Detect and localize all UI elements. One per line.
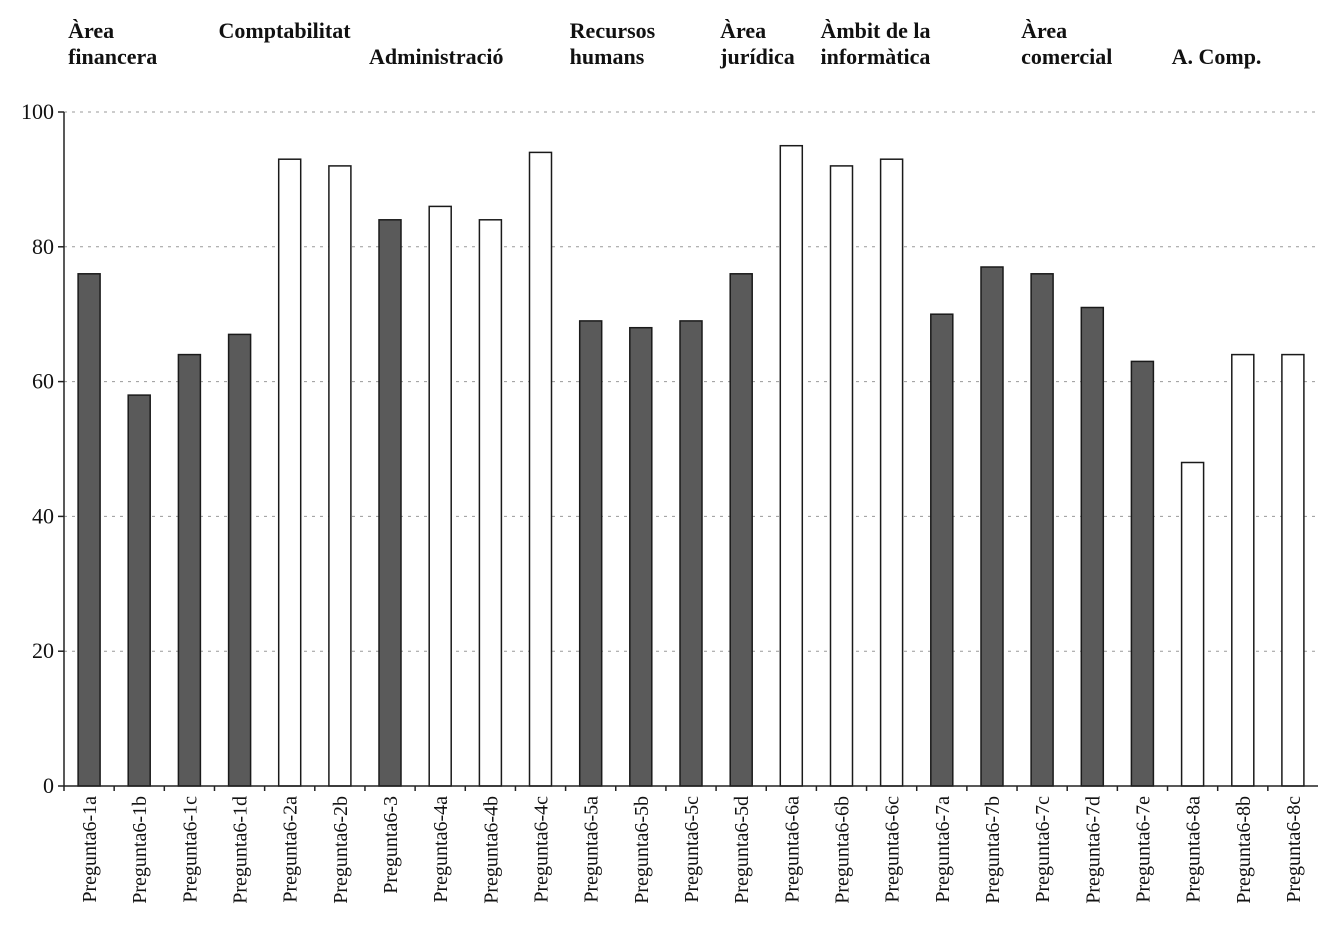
bar bbox=[729, 273, 753, 787]
x-tick-label: Pregunta6-1b bbox=[129, 796, 151, 904]
x-tick-label: Pregunta6-8b bbox=[1233, 796, 1255, 904]
x-tick-label: Pregunta6-8a bbox=[1183, 796, 1205, 903]
x-tick-label: Pregunta6-5a bbox=[581, 796, 603, 903]
bars bbox=[77, 144, 1305, 787]
y-tick-label: 80 bbox=[32, 234, 54, 259]
area-label: Comptabilitat bbox=[219, 18, 352, 43]
y-tick-label: 60 bbox=[32, 369, 54, 394]
area-label-line: Recursos bbox=[570, 18, 656, 43]
x-tick-labels: Pregunta6-1a Pregunta6-1b Pregunta6-1c Preg… bbox=[63, 786, 1305, 904]
area-label-line: Àmbit de la bbox=[820, 18, 930, 43]
x-tick-label: Pregunta6-7d bbox=[1082, 796, 1104, 904]
y-tick-label: 0 bbox=[43, 773, 54, 798]
area-label-line: Comptabilitat bbox=[219, 18, 352, 43]
bar bbox=[980, 266, 1004, 787]
x-tick-label: Pregunta6-7a bbox=[932, 796, 954, 903]
x-tick-label: Pregunta6-7b bbox=[982, 796, 1004, 904]
bar bbox=[478, 219, 503, 787]
area-label: A. Comp. bbox=[1172, 44, 1262, 69]
bar bbox=[277, 158, 302, 787]
area-label-line: Àrea bbox=[68, 18, 114, 43]
bar bbox=[227, 333, 252, 787]
bar bbox=[1030, 273, 1054, 787]
area-label-line: Administració bbox=[369, 44, 503, 69]
x-tick-label: Pregunta6-1c bbox=[179, 796, 201, 903]
bar bbox=[1281, 353, 1305, 787]
x-tick-label: Pregunta6-5c bbox=[681, 796, 703, 903]
area-label-line: A. Comp. bbox=[1172, 44, 1262, 69]
bar bbox=[328, 165, 352, 787]
x-tick-label: Pregunta6-6b bbox=[831, 796, 853, 904]
x-tick-label: Pregunta6-4a bbox=[430, 796, 452, 903]
bar bbox=[779, 144, 804, 787]
bar bbox=[177, 353, 202, 787]
area-label-line: humans bbox=[570, 44, 645, 69]
bar bbox=[679, 320, 703, 787]
bar bbox=[1080, 306, 1105, 787]
area-labels: ÀreafinanceraComptabilitatAdministracióR… bbox=[68, 18, 1261, 69]
y-tick-label: 20 bbox=[32, 638, 54, 663]
x-tick-label: Pregunta6-8c bbox=[1283, 796, 1305, 903]
area-label-line: comercial bbox=[1021, 44, 1112, 69]
bar bbox=[127, 394, 151, 787]
bar bbox=[428, 205, 452, 787]
bar bbox=[629, 326, 653, 787]
x-tick-label: Pregunta6-5d bbox=[731, 796, 753, 904]
bar bbox=[1130, 360, 1155, 787]
bar bbox=[77, 273, 101, 787]
bar bbox=[930, 313, 954, 787]
bar bbox=[528, 151, 553, 787]
x-tick-label: Pregunta6-7e bbox=[1132, 796, 1154, 903]
x-tick-label: Pregunta6-1d bbox=[230, 796, 252, 904]
y-tick-label: 40 bbox=[32, 503, 54, 528]
bar bbox=[829, 165, 854, 787]
y-tick-labels: 0 20 40 60 80 100 bbox=[21, 99, 64, 798]
x-tick-label: Pregunta6-6a bbox=[781, 796, 803, 903]
x-tick-label: Pregunta6-2b bbox=[330, 796, 352, 904]
x-tick-label: Pregunta6-4b bbox=[480, 796, 502, 904]
bar bbox=[1180, 461, 1205, 787]
x-tick-label: Pregunta6-5b bbox=[631, 796, 653, 904]
area-label-line: Àrea bbox=[720, 18, 766, 43]
bar bbox=[1231, 353, 1255, 787]
area-label-line: financera bbox=[68, 44, 157, 69]
area-label-line: informàtica bbox=[820, 44, 930, 69]
bar bbox=[578, 320, 603, 787]
x-tick-label: Pregunta6-6c bbox=[882, 796, 904, 903]
area-label: Administració bbox=[369, 44, 503, 69]
bar bbox=[879, 158, 904, 787]
area-label-line: jurídica bbox=[719, 44, 795, 69]
y-tick-label: 100 bbox=[21, 99, 54, 124]
x-tick-label: Pregunta6-2a bbox=[280, 796, 302, 903]
x-tick-label: Pregunta6-3 bbox=[380, 796, 402, 894]
x-tick-label: Pregunta6-7c bbox=[1032, 796, 1054, 903]
x-tick-label: Pregunta6-1a bbox=[79, 796, 101, 903]
area-label-line: Àrea bbox=[1021, 18, 1067, 43]
bar bbox=[378, 219, 402, 787]
axes bbox=[63, 112, 1318, 787]
x-tick-label: Pregunta6-4c bbox=[531, 796, 553, 903]
